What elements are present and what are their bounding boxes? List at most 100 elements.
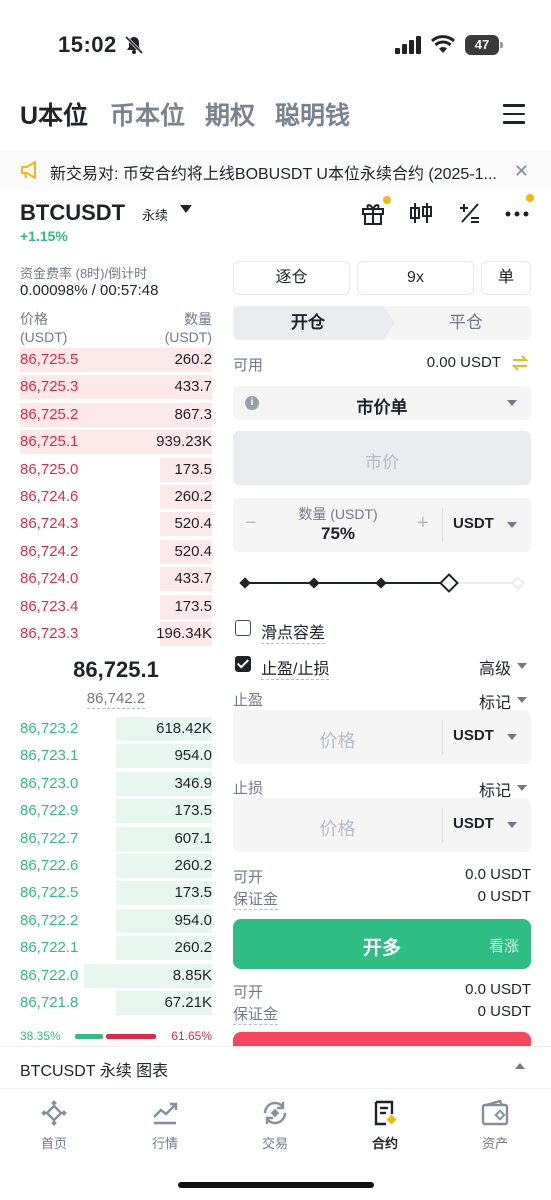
plus-icon[interactable]: + — [417, 512, 429, 534]
position-mode-button[interactable]: 单 — [481, 261, 531, 295]
ask-row[interactable]: 86,725.1 939.23K — [20, 430, 212, 455]
leverage-button[interactable]: 9x — [357, 261, 474, 295]
bid-qty: 260.2 — [174, 857, 212, 874]
ask-row[interactable]: 86,724.2 520.4 — [20, 539, 212, 564]
candlestick-icon[interactable] — [408, 200, 434, 226]
tab-smart-money[interactable]: 聪明钱 — [275, 102, 351, 130]
nav-trade[interactable]: 交易 — [235, 1099, 315, 1159]
sl-price-input[interactable]: 价格 USDT — [233, 798, 531, 852]
home-indicator[interactable] — [178, 1182, 374, 1188]
bell-muted-icon — [124, 35, 144, 55]
tab-close[interactable]: 平仓 — [449, 313, 483, 332]
close-icon[interactable]: ✕ — [513, 161, 529, 181]
nav-home[interactable]: 首页 — [14, 1099, 94, 1159]
bid-row[interactable]: 86,722.1 260.2 — [20, 936, 212, 961]
gift-icon[interactable] — [360, 200, 386, 226]
ask-price: 86,724.2 — [20, 542, 79, 560]
bid-row[interactable]: 86,721.8 67.21K — [20, 991, 212, 1015]
sl-unit-select[interactable]: USDT — [453, 815, 494, 832]
ask-row[interactable]: 86,724.3 520.4 — [20, 512, 212, 537]
calculator-icon[interactable] — [456, 200, 482, 226]
tp-trigger-select[interactable]: 标记 — [478, 695, 511, 712]
tab-options[interactable]: 期权 — [205, 102, 256, 130]
ask-row[interactable]: 86,725.0 173.5 — [20, 457, 212, 482]
transfer-icon[interactable] — [511, 355, 529, 371]
nav-assets[interactable]: 资产 — [455, 1099, 535, 1159]
chevron-down-icon — [507, 734, 517, 740]
ask-qty: 173.5 — [174, 460, 212, 478]
ask-depth-bar — [160, 594, 212, 619]
ask-row[interactable]: 86,725.2 867.3 — [20, 402, 212, 427]
status-time: 15:02 — [58, 32, 117, 57]
bid-row[interactable]: 86,722.2 954.0 — [20, 908, 212, 933]
price-placeholder: 市价 — [365, 453, 399, 472]
markets-icon — [153, 1102, 178, 1125]
nav-markets[interactable]: 行情 — [125, 1099, 205, 1159]
sl-placeholder: 价格 — [319, 819, 356, 839]
last-price[interactable]: 86,725.1 — [73, 657, 159, 682]
bid-row[interactable]: 86,722.0 8.85K — [20, 963, 212, 988]
bid-row[interactable]: 86,723.2 618.42K — [20, 717, 212, 741]
slippage-checkbox[interactable] — [235, 620, 251, 636]
order-type-select[interactable]: i 市价单 — [233, 386, 531, 420]
open-long-button[interactable]: 开多 看涨 — [233, 919, 531, 969]
ask-qty: 433.7 — [174, 378, 212, 396]
ask-price: 86,723.3 — [20, 625, 79, 642]
tab-coinm[interactable]: 币本位 — [110, 102, 186, 130]
nav-label: 行情 — [151, 1136, 178, 1151]
price-unit: (USDT) — [20, 329, 68, 345]
more-icon[interactable] — [504, 200, 530, 226]
margin-mode-button[interactable]: 逐仓 — [233, 261, 350, 295]
signal-icon — [395, 36, 421, 54]
advanced-select[interactable]: 高级 — [478, 661, 511, 678]
tpsl-checkbox[interactable] — [235, 656, 251, 672]
tp-price-input[interactable]: 价格 USDT — [233, 710, 531, 764]
bid-qty: 8.85K — [172, 966, 212, 984]
chevron-down-icon[interactable] — [180, 205, 192, 213]
sell-ratio-bar — [106, 1034, 156, 1039]
sl-trigger-select[interactable]: 标记 — [478, 783, 511, 800]
funding-label: 资金费率 (8时)/倒计时 — [20, 266, 148, 281]
ask-row[interactable]: 86,723.3 196.34K — [20, 622, 212, 646]
qty-unit-select[interactable]: USDT — [453, 515, 494, 532]
chart-toggle-bar[interactable]: BTCUSDT 永续 图表 — [0, 1046, 551, 1086]
trade-icon — [263, 1101, 287, 1125]
info-icon[interactable]: i — [245, 396, 259, 410]
can-open-label-2: 可开 — [233, 984, 264, 1001]
minus-icon[interactable]: − — [245, 512, 257, 534]
megaphone-icon — [21, 161, 36, 179]
ask-row[interactable]: 86,725.5 260.2 — [20, 348, 212, 372]
tab-usdm[interactable]: U本位 — [20, 102, 89, 130]
bid-qty: 173.5 — [174, 802, 212, 820]
tab-open[interactable]: 开仓 — [233, 306, 383, 340]
bid-price: 86,722.0 — [20, 966, 79, 984]
ask-row[interactable]: 86,723.4 173.5 — [20, 594, 212, 619]
ask-row[interactable]: 86,725.3 433.7 — [20, 375, 212, 400]
ask-row[interactable]: 86,724.0 433.7 — [20, 567, 212, 592]
announcement-bar[interactable]: 新交易对: 币安合约将上线BOBUSDT U本位永续合约 (2025-1... … — [0, 150, 551, 190]
quantity-input[interactable]: − 数量 (USDT) 75% + USDT — [233, 498, 531, 552]
menu-icon[interactable] — [503, 104, 525, 124]
symbol-name[interactable]: BTCUSDT — [20, 200, 126, 225]
sell-ratio: 61.65% — [171, 1029, 212, 1043]
bullish-label: 看涨 — [488, 938, 519, 955]
bid-row[interactable]: 86,722.7 607.1 — [20, 826, 212, 851]
bid-qty: 607.1 — [174, 829, 212, 847]
bid-depth-bar — [116, 744, 212, 769]
open-short-button[interactable] — [233, 1032, 531, 1046]
bid-row[interactable]: 86,723.0 346.9 — [20, 771, 212, 796]
ask-depth-bar — [160, 567, 212, 592]
chevron-down-icon — [507, 400, 517, 406]
bid-row[interactable]: 86,723.1 954.0 — [20, 744, 212, 769]
nav-futures[interactable]: 合约 — [345, 1099, 425, 1159]
bid-qty: 346.9 — [174, 774, 212, 792]
bid-row[interactable]: 86,722.9 173.5 — [20, 799, 212, 824]
quantity-slider[interactable] — [239, 572, 527, 594]
available-label: 可用 — [233, 357, 264, 374]
qty-value: 75% — [320, 524, 356, 543]
ask-row[interactable]: 86,724.6 260.2 — [20, 485, 212, 509]
tp-unit-select[interactable]: USDT — [453, 727, 494, 744]
bid-row[interactable]: 86,722.5 173.5 — [20, 881, 212, 906]
bid-row[interactable]: 86,722.6 260.2 — [20, 854, 212, 878]
more-badge — [526, 194, 534, 202]
